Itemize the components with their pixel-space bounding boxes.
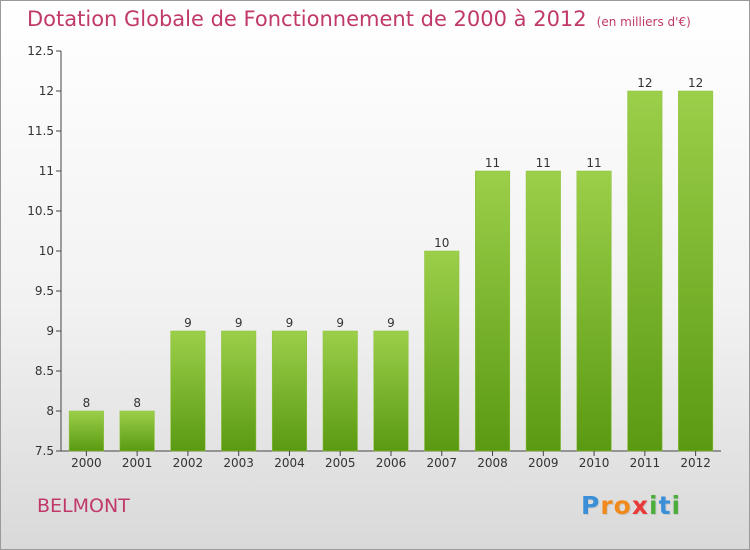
bar xyxy=(221,330,257,452)
logo-letter: t xyxy=(658,491,672,520)
bar xyxy=(424,250,460,452)
y-tick-label: 8 xyxy=(46,404,54,418)
data-label: 11 xyxy=(586,156,601,170)
x-tick-label: 2004 xyxy=(274,456,305,470)
logo-letter: P xyxy=(581,491,601,520)
logo-letter: o xyxy=(613,491,632,520)
data-label: 8 xyxy=(133,396,141,410)
logo-letter: x xyxy=(631,491,649,520)
y-tick-label: 9 xyxy=(46,324,54,338)
data-label: 11 xyxy=(485,156,500,170)
bar xyxy=(170,330,206,452)
x-tick-label: 2002 xyxy=(173,456,204,470)
x-tick-label: 2003 xyxy=(223,456,254,470)
logo-letter: i xyxy=(649,491,659,520)
data-label: 12 xyxy=(637,76,652,90)
x-tick-label: 2007 xyxy=(426,456,457,470)
bar xyxy=(119,410,155,452)
bar xyxy=(678,90,714,452)
bar xyxy=(271,330,307,452)
x-tick-label: 2001 xyxy=(122,456,153,470)
x-tick-label: 2010 xyxy=(579,456,610,470)
chart-subtitle: (en milliers d'€) xyxy=(596,15,691,29)
bar xyxy=(576,170,612,452)
y-tick-label: 10 xyxy=(39,244,54,258)
y-tick-label: 9.5 xyxy=(35,284,54,298)
data-label: 12 xyxy=(688,76,703,90)
data-label: 9 xyxy=(336,316,344,330)
data-label: 9 xyxy=(235,316,243,330)
data-label: 9 xyxy=(387,316,395,330)
bar xyxy=(322,330,358,452)
x-tick-label: 2005 xyxy=(325,456,356,470)
x-tick-label: 2000 xyxy=(71,456,102,470)
y-tick-label: 10.5 xyxy=(27,204,54,218)
bar xyxy=(373,330,409,452)
data-label: 10 xyxy=(434,236,449,250)
bar xyxy=(627,90,663,452)
commune-name: BELMONT xyxy=(37,495,130,517)
data-label: 9 xyxy=(184,316,192,330)
chart-title: Dotation Globale de Fonctionnement de 20… xyxy=(27,7,691,31)
x-tick-label: 2009 xyxy=(528,456,559,470)
y-tick-label: 11 xyxy=(39,164,54,178)
x-tick-label: 2012 xyxy=(680,456,711,470)
data-label: 9 xyxy=(286,316,294,330)
proxiti-logo: Proxiti xyxy=(581,491,681,520)
x-tick-label: 2006 xyxy=(376,456,407,470)
bar xyxy=(525,170,561,452)
y-tick-label: 8.5 xyxy=(35,364,54,378)
logo-letter: i xyxy=(671,491,682,520)
y-tick-label: 11.5 xyxy=(27,124,54,138)
y-tick-label: 7.5 xyxy=(35,444,54,458)
data-label: 8 xyxy=(83,396,91,410)
bar xyxy=(475,170,511,452)
y-tick-label: 12 xyxy=(39,84,54,98)
data-label: 11 xyxy=(536,156,551,170)
logo-letter: r xyxy=(600,491,614,520)
y-tick-label: 12.5 xyxy=(27,44,54,58)
bar xyxy=(68,410,104,452)
x-tick-label: 2008 xyxy=(477,456,508,470)
x-tick-label: 2011 xyxy=(630,456,661,470)
